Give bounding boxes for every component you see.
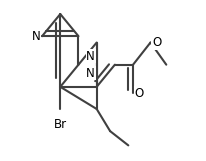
Text: O: O: [135, 87, 144, 100]
Text: O: O: [152, 36, 161, 49]
Text: N: N: [32, 30, 41, 43]
Text: N: N: [86, 67, 95, 80]
Text: N: N: [86, 50, 95, 63]
Text: Br: Br: [54, 118, 67, 132]
